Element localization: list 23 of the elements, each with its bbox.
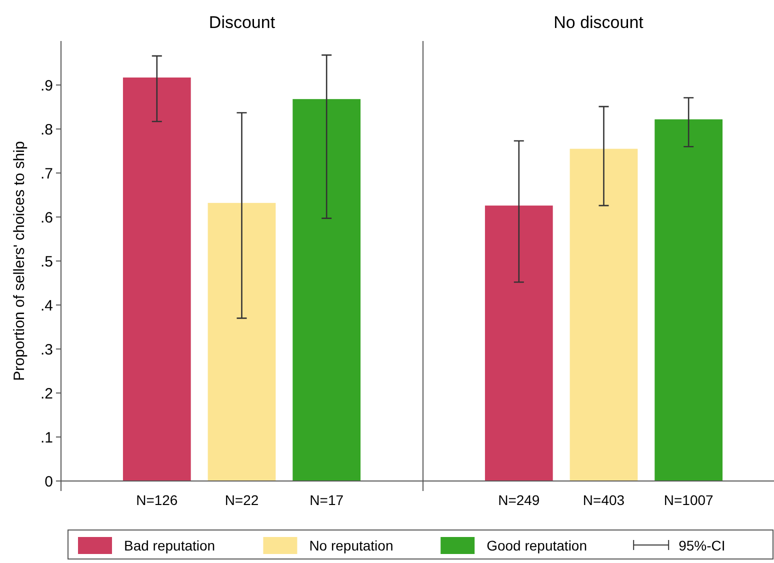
- y-tick-label: .6: [40, 209, 53, 226]
- legend-label: No reputation: [309, 537, 394, 554]
- y-tick-label: 0: [44, 473, 53, 490]
- x-tick-label: N=126: [136, 492, 178, 508]
- text: 95%-CI: [678, 537, 726, 554]
- x-tick-label: N=17: [310, 492, 344, 508]
- legend-label: Bad reputation: [124, 537, 216, 554]
- y-tick-label: .5: [40, 253, 53, 270]
- y-tick-label: .9: [40, 77, 53, 94]
- chart-title: No discount: [554, 13, 644, 32]
- y-tick-label: .2: [40, 385, 53, 402]
- y-tick-label: .1: [40, 429, 53, 446]
- x-tick-label: N=249: [498, 492, 540, 508]
- x-tick-label: N=1007: [664, 492, 714, 508]
- x-tick-label: N=22: [224, 492, 259, 508]
- y-tick-label: .4: [40, 297, 53, 314]
- y-axis-title: Proportion of sellers' choices to ship: [11, 141, 28, 381]
- y-tick-label: .8: [40, 121, 53, 138]
- y-tick-label: .3: [40, 341, 53, 358]
- x-tick-label: N=403: [582, 492, 625, 508]
- legend-label: Good reputation: [486, 537, 588, 554]
- y-tick-label: .7: [40, 165, 53, 182]
- chart-title: Discount: [208, 13, 276, 32]
